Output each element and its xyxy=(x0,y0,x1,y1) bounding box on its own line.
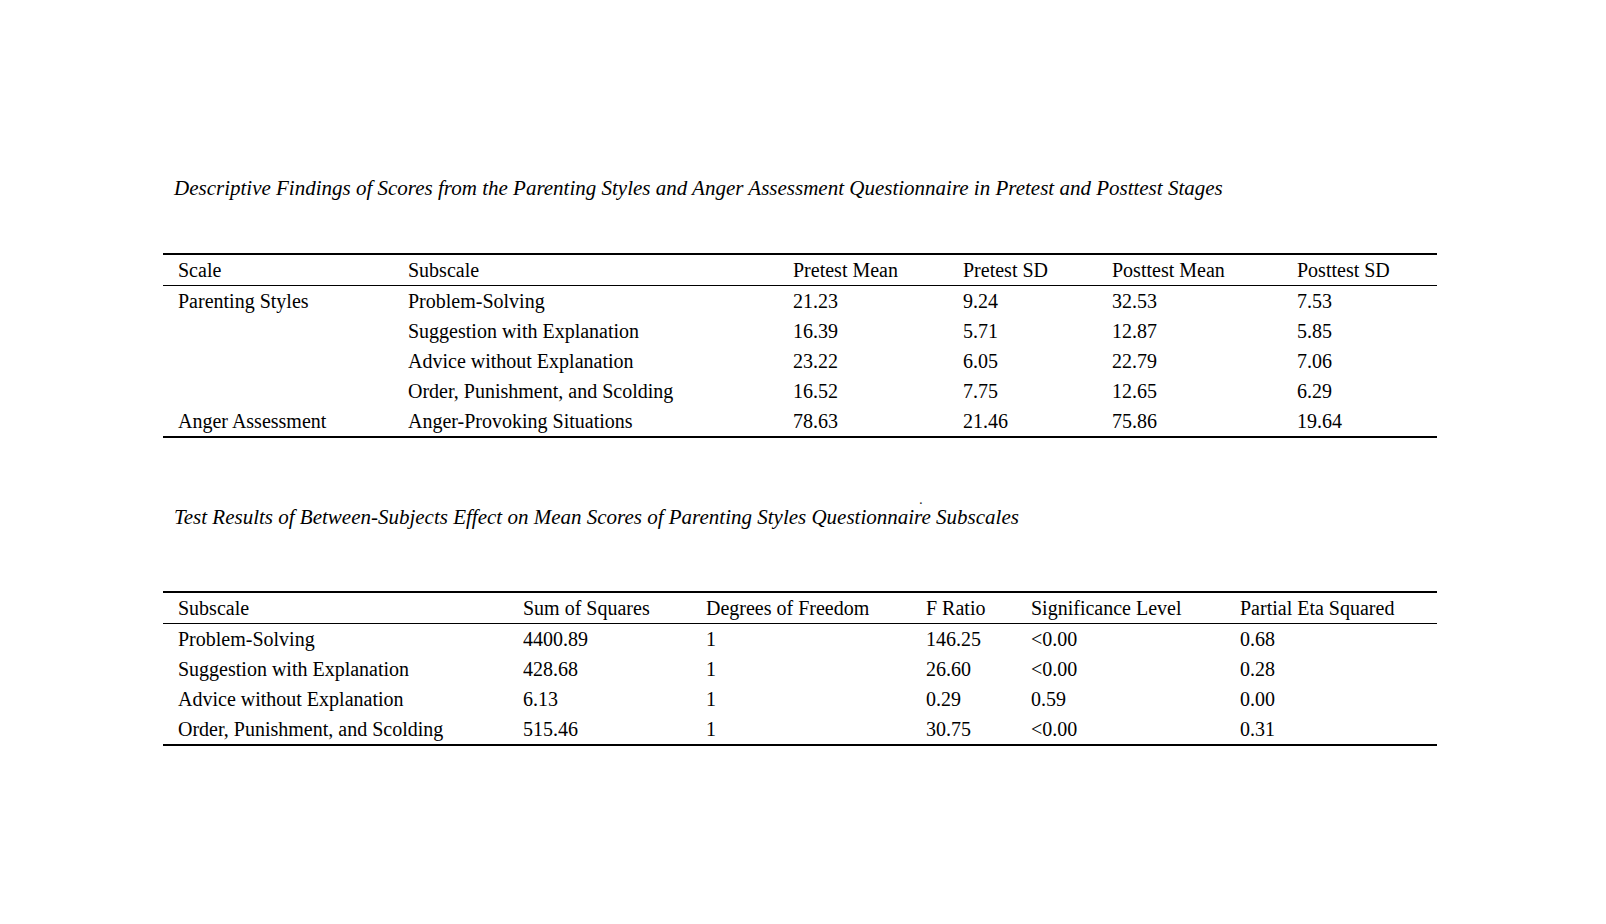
table-cell: 428.68 xyxy=(523,654,706,684)
table-cell xyxy=(163,346,408,376)
table-cell: 7.75 xyxy=(963,376,1112,406)
table-cell: 7.06 xyxy=(1297,346,1437,376)
table-cell: Advice without Explanation xyxy=(408,346,793,376)
table-cell: 1 xyxy=(706,714,926,745)
table-cell xyxy=(163,376,408,406)
table-cell: 12.87 xyxy=(1112,316,1297,346)
column-header-significance-level: Significance Level xyxy=(1031,592,1240,624)
table-row: Anger Assessment Anger-Provoking Situati… xyxy=(163,406,1437,437)
table-row: Order, Punishment, and Scolding 16.52 7.… xyxy=(163,376,1437,406)
table-cell: 78.63 xyxy=(793,406,963,437)
table-cell: <0.00 xyxy=(1031,624,1240,655)
between-subjects-effect-table: Subscale Sum of Squares Degrees of Freed… xyxy=(163,591,1437,746)
table-cell: Suggestion with Explanation xyxy=(163,654,523,684)
column-header-scale: Scale xyxy=(163,254,408,286)
table-cell: 9.24 xyxy=(963,286,1112,317)
table-cell: 21.23 xyxy=(793,286,963,317)
table-cell: Order, Punishment, and Scolding xyxy=(408,376,793,406)
column-header-subscale: Subscale xyxy=(408,254,793,286)
descriptive-table-title: Descriptive Findings of Scores from the … xyxy=(174,176,1223,201)
table-cell: 1 xyxy=(706,684,926,714)
table-cell: 515.46 xyxy=(523,714,706,745)
column-header-pretest-sd: Pretest SD xyxy=(963,254,1112,286)
table-cell: Order, Punishment, and Scolding xyxy=(163,714,523,745)
column-header-sum-of-squares: Sum of Squares xyxy=(523,592,706,624)
table-cell: 5.85 xyxy=(1297,316,1437,346)
table-cell: 0.59 xyxy=(1031,684,1240,714)
table-cell: 26.60 xyxy=(926,654,1031,684)
table-cell: 146.25 xyxy=(926,624,1031,655)
table-cell: 7.53 xyxy=(1297,286,1437,317)
table-row: Order, Punishment, and Scolding 515.46 1… xyxy=(163,714,1437,745)
table-cell: Anger Assessment xyxy=(163,406,408,437)
table-cell: Anger-Provoking Situations xyxy=(408,406,793,437)
table-row: Suggestion with Explanation 428.68 1 26.… xyxy=(163,654,1437,684)
table-cell: 6.13 xyxy=(523,684,706,714)
table-cell: 6.05 xyxy=(963,346,1112,376)
column-header-subscale: Subscale xyxy=(163,592,523,624)
table-cell: 16.52 xyxy=(793,376,963,406)
table-cell: 0.28 xyxy=(1240,654,1437,684)
table-cell xyxy=(163,316,408,346)
column-header-posttest-mean: Posttest Mean xyxy=(1112,254,1297,286)
table-cell: 1 xyxy=(706,624,926,655)
table-row: Parenting Styles Problem-Solving 21.23 9… xyxy=(163,286,1437,317)
table-cell: <0.00 xyxy=(1031,714,1240,745)
table-cell: 4400.89 xyxy=(523,624,706,655)
table-cell: 75.86 xyxy=(1112,406,1297,437)
table-row: Advice without Explanation 6.13 1 0.29 0… xyxy=(163,684,1437,714)
table-cell: <0.00 xyxy=(1031,654,1240,684)
table-cell: 23.22 xyxy=(793,346,963,376)
table-cell: 0.29 xyxy=(926,684,1031,714)
table-cell: 0.00 xyxy=(1240,684,1437,714)
between-subjects-table-title: Test Results of Between-Subjects Effect … xyxy=(174,505,1019,530)
table-cell: 19.64 xyxy=(1297,406,1437,437)
table-row: Problem-Solving 4400.89 1 146.25 <0.00 0… xyxy=(163,624,1437,655)
descriptive-findings-table: Scale Subscale Pretest Mean Pretest SD P… xyxy=(163,253,1437,438)
table-cell: Problem-Solving xyxy=(408,286,793,317)
table-cell: 21.46 xyxy=(963,406,1112,437)
column-header-partial-eta-squared: Partial Eta Squared xyxy=(1240,592,1437,624)
column-header-posttest-sd: Posttest SD xyxy=(1297,254,1437,286)
table-header-row: Subscale Sum of Squares Degrees of Freed… xyxy=(163,592,1437,624)
column-header-pretest-mean: Pretest Mean xyxy=(793,254,963,286)
table-cell: 6.29 xyxy=(1297,376,1437,406)
column-header-f-ratio: F Ratio xyxy=(926,592,1031,624)
table-row: Suggestion with Explanation 16.39 5.71 1… xyxy=(163,316,1437,346)
table-cell: Suggestion with Explanation xyxy=(408,316,793,346)
table-cell: Problem-Solving xyxy=(163,624,523,655)
table-cell: 16.39 xyxy=(793,316,963,346)
table-header-row: Scale Subscale Pretest Mean Pretest SD P… xyxy=(163,254,1437,286)
table-cell: 22.79 xyxy=(1112,346,1297,376)
table-cell: Parenting Styles xyxy=(163,286,408,317)
table-cell: 12.65 xyxy=(1112,376,1297,406)
table-cell: 0.31 xyxy=(1240,714,1437,745)
table-cell: Advice without Explanation xyxy=(163,684,523,714)
column-header-degrees-of-freedom: Degrees of Freedom xyxy=(706,592,926,624)
table-cell: 1 xyxy=(706,654,926,684)
table-cell: 0.68 xyxy=(1240,624,1437,655)
table-row: Advice without Explanation 23.22 6.05 22… xyxy=(163,346,1437,376)
table-cell: 5.71 xyxy=(963,316,1112,346)
table-cell: 30.75 xyxy=(926,714,1031,745)
table-cell: 32.53 xyxy=(1112,286,1297,317)
